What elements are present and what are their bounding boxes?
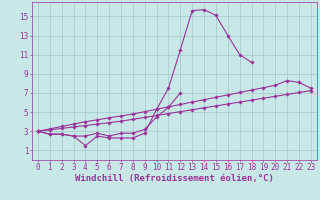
X-axis label: Windchill (Refroidissement éolien,°C): Windchill (Refroidissement éolien,°C) [75, 174, 274, 183]
